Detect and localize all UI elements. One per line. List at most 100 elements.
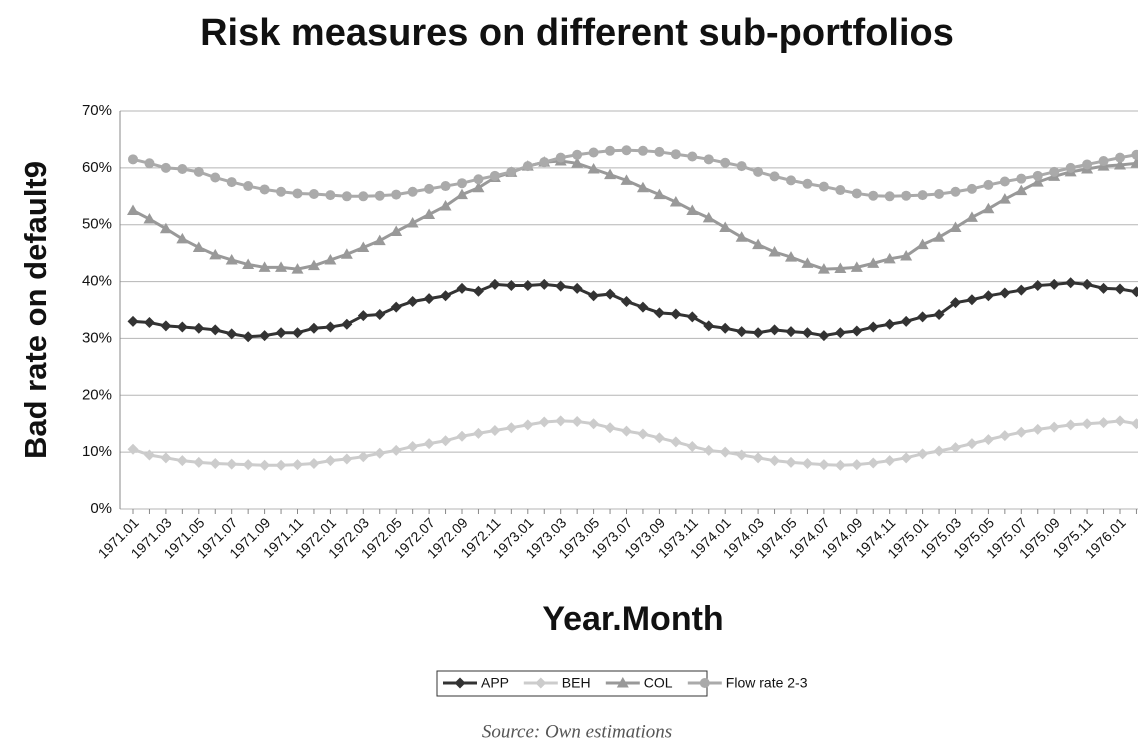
marker bbox=[752, 327, 764, 339]
marker bbox=[1015, 284, 1027, 296]
marker bbox=[719, 322, 731, 334]
series-line bbox=[132, 281, 1137, 339]
marker bbox=[736, 449, 748, 461]
y-tick-label: 50% bbox=[82, 216, 112, 233]
marker bbox=[1032, 170, 1043, 181]
marker bbox=[440, 181, 451, 192]
marker bbox=[423, 438, 435, 450]
marker bbox=[1081, 418, 1093, 430]
marker bbox=[1065, 277, 1077, 289]
marker bbox=[291, 263, 304, 274]
marker bbox=[884, 191, 895, 202]
marker bbox=[127, 443, 139, 455]
marker bbox=[160, 452, 172, 464]
marker bbox=[769, 455, 781, 467]
marker bbox=[407, 440, 419, 452]
marker bbox=[489, 170, 500, 181]
marker bbox=[144, 158, 155, 169]
marker bbox=[505, 280, 517, 292]
marker bbox=[818, 181, 829, 192]
marker bbox=[653, 432, 665, 444]
marker bbox=[242, 459, 254, 471]
marker bbox=[1130, 157, 1138, 168]
marker bbox=[901, 190, 912, 201]
marker bbox=[489, 425, 501, 437]
marker bbox=[1048, 421, 1060, 433]
marker bbox=[1065, 419, 1077, 431]
marker bbox=[687, 151, 698, 162]
marker bbox=[817, 263, 830, 274]
marker bbox=[851, 188, 862, 199]
marker bbox=[373, 234, 386, 246]
marker bbox=[456, 430, 468, 442]
marker bbox=[324, 253, 337, 265]
marker bbox=[571, 157, 584, 168]
marker bbox=[950, 442, 961, 454]
marker bbox=[884, 455, 896, 467]
marker bbox=[226, 458, 238, 470]
marker bbox=[357, 310, 369, 322]
marker bbox=[1048, 278, 1060, 290]
marker bbox=[802, 178, 813, 189]
marker bbox=[176, 455, 188, 467]
marker bbox=[454, 677, 466, 689]
marker bbox=[324, 455, 336, 467]
marker bbox=[143, 317, 155, 329]
marker bbox=[686, 204, 699, 215]
marker bbox=[736, 326, 748, 338]
marker bbox=[916, 238, 929, 250]
marker bbox=[867, 257, 880, 268]
marker bbox=[1098, 282, 1110, 294]
marker bbox=[616, 677, 629, 688]
marker bbox=[308, 458, 320, 470]
marker bbox=[357, 451, 369, 463]
marker bbox=[983, 179, 994, 190]
marker bbox=[555, 415, 567, 427]
marker bbox=[933, 445, 945, 457]
marker bbox=[275, 327, 287, 339]
marker bbox=[933, 231, 946, 242]
marker bbox=[917, 190, 928, 201]
marker bbox=[752, 238, 765, 250]
legend-label: BEH bbox=[562, 675, 591, 691]
marker bbox=[1114, 415, 1126, 427]
marker bbox=[785, 456, 797, 468]
y-tick-label: 40% bbox=[82, 273, 112, 290]
marker bbox=[176, 232, 189, 244]
marker bbox=[472, 181, 485, 193]
marker bbox=[621, 295, 632, 307]
marker bbox=[699, 678, 710, 688]
marker bbox=[900, 315, 912, 327]
marker bbox=[535, 677, 547, 689]
marker bbox=[440, 435, 452, 447]
marker bbox=[851, 325, 863, 337]
marker bbox=[439, 199, 452, 211]
marker bbox=[703, 154, 714, 165]
series-line bbox=[132, 159, 1137, 271]
marker bbox=[719, 221, 732, 233]
marker bbox=[949, 221, 962, 233]
marker bbox=[604, 168, 617, 180]
marker bbox=[965, 211, 978, 222]
legend-label: Flow rate 2-3 bbox=[726, 675, 808, 691]
marker bbox=[1130, 418, 1138, 430]
marker bbox=[736, 161, 747, 172]
marker bbox=[588, 147, 599, 158]
marker bbox=[982, 434, 994, 446]
marker bbox=[472, 285, 484, 297]
marker bbox=[670, 308, 682, 320]
marker bbox=[160, 320, 172, 332]
marker bbox=[538, 278, 550, 290]
marker bbox=[670, 149, 681, 160]
marker bbox=[653, 188, 666, 200]
y-tick-label: 10% bbox=[82, 443, 112, 460]
marker bbox=[669, 195, 682, 207]
marker bbox=[950, 186, 961, 197]
marker bbox=[605, 145, 616, 156]
marker bbox=[472, 427, 484, 439]
marker bbox=[390, 225, 403, 237]
y-tick-label: 70% bbox=[82, 102, 112, 119]
marker bbox=[999, 287, 1011, 299]
legend-label: COL bbox=[644, 675, 673, 691]
marker bbox=[209, 324, 221, 336]
